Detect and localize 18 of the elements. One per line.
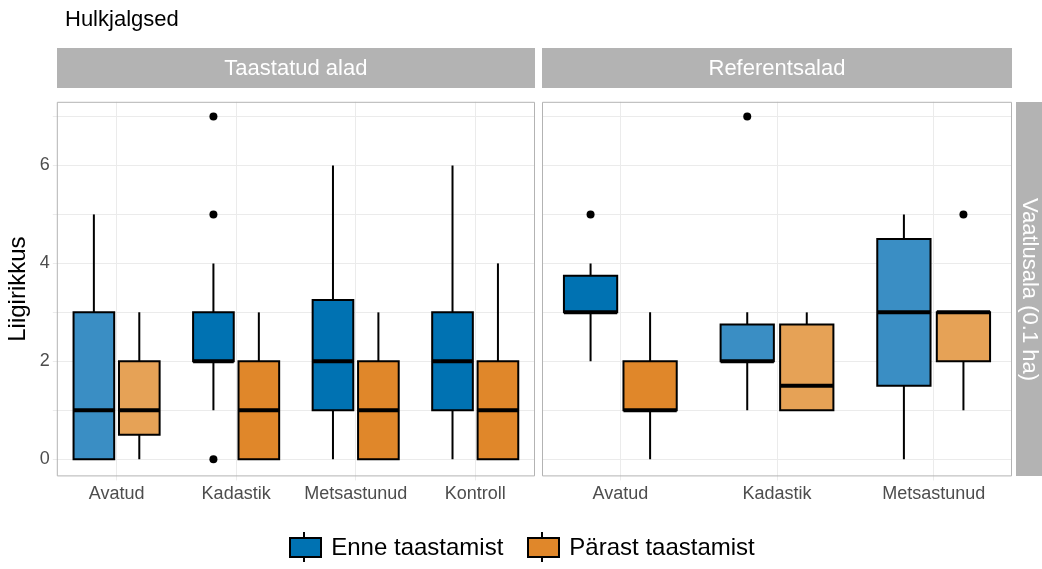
chart-subtitle: Referentsalad: [542, 48, 1012, 88]
y-tick-label: 4: [39, 252, 50, 273]
y-tick-label: 2: [39, 350, 50, 371]
x-tick-label: Metsastunud: [304, 483, 408, 504]
chart-title: Hulkjalgsed: [65, 6, 179, 32]
y-tick-label: 6: [39, 154, 50, 175]
text: Vaatlusala (0.1 ha): [1016, 101, 1042, 477]
chart-subtitle: Taastatud alad: [56, 48, 535, 88]
x-tick-label: Kontroll: [444, 483, 506, 504]
x-tick-label: Kadastik: [742, 483, 813, 504]
y-tick-label: 0: [39, 448, 50, 469]
x-tick-label: Metsastunud: [882, 483, 986, 504]
x-tick-label: Avatud: [592, 483, 649, 504]
y-axis-title: Liigirikkus: [3, 236, 31, 342]
legend-label: Pärast taastamist: [569, 533, 755, 561]
x-tick-label: Avatud: [88, 483, 145, 504]
legend-label: Enne taastamist: [331, 533, 504, 561]
x-tick-label: Kadastik: [201, 483, 272, 504]
